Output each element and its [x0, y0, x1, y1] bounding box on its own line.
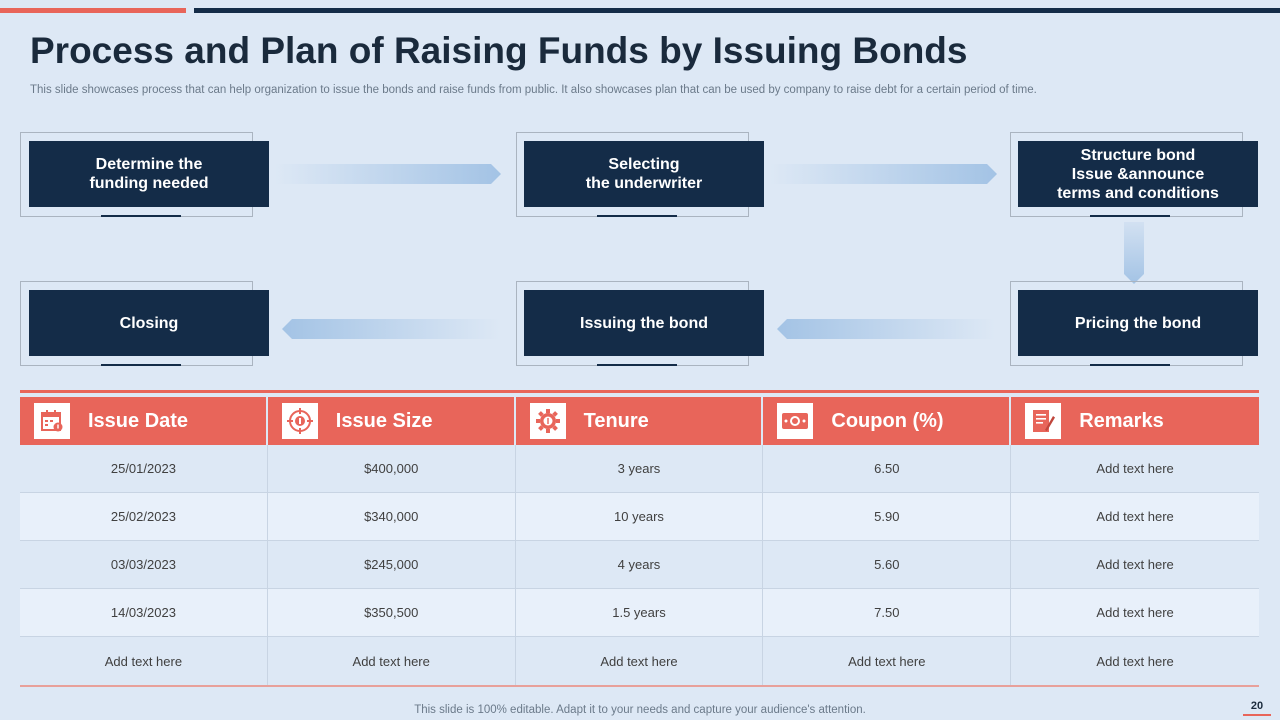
arrow-left-2 [777, 319, 995, 339]
page-subtitle: This slide showcases process that can he… [30, 84, 1037, 96]
cell-remarks: Add text here [1096, 557, 1174, 572]
table-row: Add text here Add text here Add text her… [20, 637, 1259, 685]
header-tenure-label: Tenure [583, 409, 649, 432]
step-1-tick [101, 215, 181, 217]
step-5-box: Issuing the bond [524, 290, 764, 356]
table-bottom-line [20, 685, 1259, 687]
table-row: 03/03/2023 $245,000 4 years 5.60 Add tex… [20, 541, 1259, 589]
cell-tenure: 4 years [516, 541, 764, 588]
bond-plan-table: Issue Date Issue Size Tenure Coupon (%) … [20, 397, 1259, 685]
step-5-tick [597, 364, 677, 366]
target-icon [281, 403, 318, 439]
table-header-row: Issue Date Issue Size Tenure Coupon (%) … [20, 397, 1259, 445]
step-4-label: Pricing the bond [1074, 314, 1202, 332]
header-remarks: Remarks [1011, 397, 1259, 445]
header-tenure: Tenure [516, 397, 764, 445]
step-2-tick [597, 215, 677, 217]
cell-issue-date: 25/02/2023 [20, 493, 268, 540]
cell-remarks: Add text here [1096, 461, 1174, 476]
banknote-icon [777, 403, 814, 439]
cell-issue-size: $245,000 [268, 541, 516, 588]
top-accent-bar-red [0, 8, 186, 13]
cell-remarks: Add text here [1096, 509, 1174, 524]
cell-issue-date: Add text here [20, 637, 268, 685]
step-4-tick [1090, 364, 1170, 366]
cell-issue-date: 14/03/2023 [20, 589, 268, 636]
cell-coupon: 7.50 [763, 589, 1012, 636]
cell-remarks: Add text here [1096, 605, 1174, 620]
step-2-label: Selecting the underwriter [585, 156, 703, 192]
step-6-label: Closing [119, 314, 179, 332]
cell-tenure: 10 years [516, 493, 764, 540]
cell-issue-size: $350,500 [268, 589, 516, 636]
footer-note: This slide is 100% editable. Adapt it to… [414, 704, 866, 716]
cell-issue-date: 25/01/2023 [20, 445, 268, 492]
header-issue-size-label: Issue Size [335, 409, 433, 432]
arrow-left-1 [282, 319, 500, 339]
step-3-box: Structure bond Issue &announce terms and… [1018, 141, 1258, 207]
cell-issue-size: Add text here [268, 637, 516, 685]
cell-coupon: 5.60 [763, 541, 1012, 588]
cell-issue-size: $340,000 [268, 493, 516, 540]
step-1-box: Determine the funding needed [29, 141, 269, 207]
cell-issue-date: 03/03/2023 [20, 541, 268, 588]
cell-tenure: 1.5 years [516, 589, 764, 636]
step-5-label: Issuing the bond [580, 314, 708, 332]
cell-remarks: Add text here [1096, 653, 1174, 669]
step-1-label: Determine the funding needed [89, 156, 209, 192]
cell-coupon: 5.90 [763, 493, 1012, 540]
calendar-icon [34, 403, 70, 439]
arrow-right-1 [275, 164, 501, 184]
cell-coupon: Add text here [763, 637, 1012, 685]
top-accent-bar-navy [194, 8, 1280, 13]
step-2-box: Selecting the underwriter [524, 141, 764, 207]
gear-dollar-icon [529, 403, 566, 439]
cell-tenure: Add text here [516, 637, 764, 685]
header-coupon-label: Coupon (%) [831, 409, 944, 432]
table-row: 25/01/2023 $400,000 3 years 6.50 Add tex… [20, 445, 1259, 493]
step-4-box: Pricing the bond [1018, 290, 1258, 356]
table-row: 25/02/2023 $340,000 10 years 5.90 Add te… [20, 493, 1259, 541]
table-top-line [20, 390, 1259, 393]
step-3-label: Structure bond Issue &announce terms and… [1057, 146, 1219, 202]
page-number: 20 [1243, 700, 1271, 716]
header-coupon: Coupon (%) [763, 397, 1012, 445]
arrow-right-2 [770, 164, 997, 184]
document-pen-icon [1025, 403, 1062, 439]
header-issue-date-label: Issue Date [88, 409, 189, 432]
header-issue-size: Issue Size [268, 397, 516, 445]
cell-issue-size: $400,000 [268, 445, 516, 492]
header-remarks-label: Remarks [1079, 409, 1164, 432]
step-6-box: Closing [29, 290, 269, 356]
cell-coupon: 6.50 [763, 445, 1012, 492]
cell-tenure: 3 years [516, 445, 764, 492]
step-3-tick [1090, 215, 1170, 217]
header-issue-date: Issue Date [20, 397, 268, 445]
table-row: 14/03/2023 $350,500 1.5 years 7.50 Add t… [20, 589, 1259, 637]
step-6-tick [101, 364, 181, 366]
page-title: Process and Plan of Raising Funds by Iss… [30, 30, 968, 71]
arrow-down [1124, 222, 1144, 284]
